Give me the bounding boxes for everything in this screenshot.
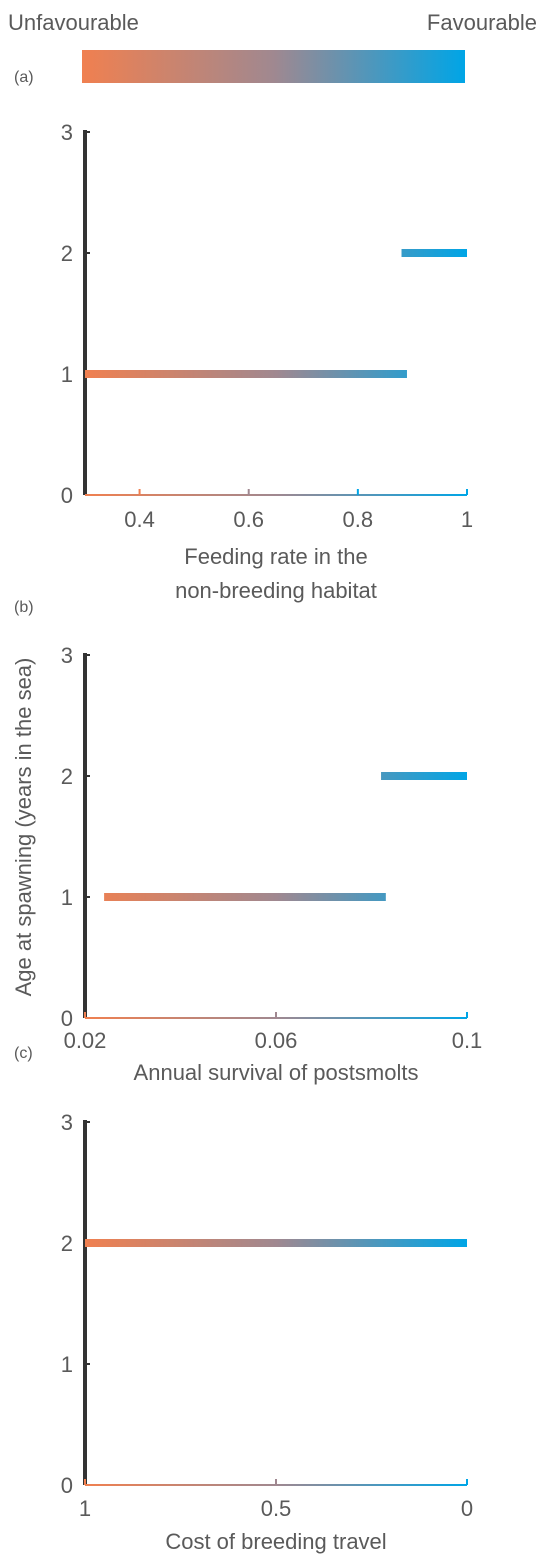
y-tick-label: 3	[61, 1110, 73, 1135]
y-tick-label: 2	[61, 241, 73, 266]
y-tick-label: 3	[61, 643, 73, 668]
y-tick-label: 2	[61, 1231, 73, 1256]
x-tick-label: 0.4	[124, 507, 155, 532]
y-tick-label: 3	[61, 120, 73, 145]
y-tick-label: 2	[61, 764, 73, 789]
x-tick-label: 0.8	[343, 507, 374, 532]
y-tick-label: 1	[61, 362, 73, 387]
x-axis-label: Feeding rate in the	[184, 544, 367, 569]
panel-label: (b)	[14, 599, 34, 616]
colorbar-low-label: Unfavourable	[8, 10, 139, 35]
x-axis-label: Cost of breeding travel	[165, 1529, 386, 1554]
y-tick-label: 1	[61, 1352, 73, 1377]
y-tick-label: 0	[61, 1473, 73, 1498]
x-axis-label: Annual survival of postsmolts	[134, 1060, 419, 1085]
y-axis-label: Age at spawning (years in the sea)	[11, 658, 36, 997]
x-tick-label: 0.06	[255, 1028, 298, 1053]
x-tick-label: 0	[461, 1496, 473, 1521]
y-tick-label: 1	[61, 885, 73, 910]
colorbar	[82, 50, 465, 83]
panel-1: (a) 0 1 2 3 0.4 0.6 0.8 1 Feeding rate in the non-…	[14, 69, 473, 603]
x-axis-label: non-breeding habitat	[175, 578, 377, 603]
x-tick-label: 1	[461, 507, 473, 532]
colorbar-high-label: Favourable	[427, 10, 537, 35]
x-tick-label: 0.5	[261, 1496, 292, 1521]
x-tick-label: 0.02	[64, 1028, 107, 1053]
panel-label: (c)	[14, 1045, 33, 1062]
x-tick-label: 0.1	[452, 1028, 483, 1053]
x-tick-label: 1	[79, 1496, 91, 1521]
x-tick-label: 0.6	[233, 507, 264, 532]
y-tick-label: 0	[61, 483, 73, 508]
panel-label: (a)	[14, 69, 34, 86]
